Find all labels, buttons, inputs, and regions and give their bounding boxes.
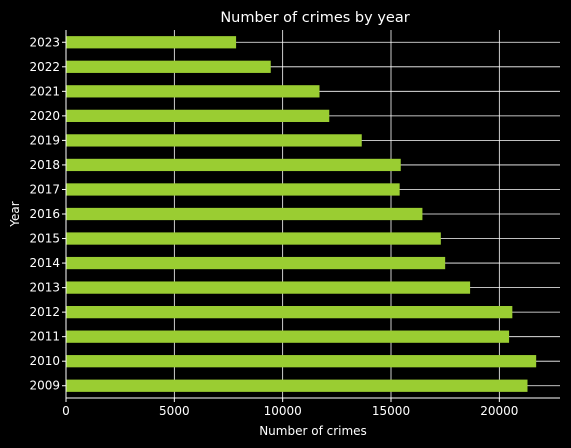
bar-2012	[66, 306, 513, 319]
bar-2016	[66, 207, 423, 221]
bar-2020	[66, 109, 330, 122]
bars	[66, 36, 537, 392]
bar-2009	[66, 379, 528, 392]
bar-2022	[66, 60, 271, 73]
bar-2019	[66, 134, 362, 147]
y-tick-label: 2012	[29, 305, 60, 319]
y-tick-label: 2021	[29, 84, 60, 98]
x-tick-label: 20000	[480, 404, 518, 418]
x-tick-label: 5000	[159, 404, 190, 418]
y-tick-label: 2023	[29, 35, 60, 49]
bar-2010	[66, 355, 537, 368]
y-axis-label: Year	[8, 201, 22, 227]
y-tick-label: 2017	[29, 182, 60, 196]
bar-2013	[66, 281, 471, 294]
y-tick-label: 2020	[29, 109, 60, 123]
bar-2017	[66, 183, 400, 196]
bar-2018	[66, 158, 401, 172]
chart-title: Number of crimes by year	[220, 10, 409, 26]
axes: 0 5000 10000 15000 20000 2009 2010 2011 2012 2013…	[29, 30, 560, 418]
y-tick-label: 2010	[29, 354, 60, 368]
x-axis-label: Number of crimes	[259, 424, 367, 438]
y-tick-label: 2013	[29, 281, 60, 295]
bar-2014	[66, 256, 446, 270]
y-tick-label: 2016	[29, 207, 60, 221]
y-tick-label: 2018	[29, 158, 60, 172]
y-tick-label: 2019	[29, 133, 60, 147]
y-tick-label: 2011	[29, 330, 60, 344]
x-tick-label: 10000	[264, 404, 302, 418]
x-tick-label: 0	[62, 404, 70, 418]
y-tick-label: 2014	[29, 256, 60, 270]
y-tick-label: 2009	[29, 379, 60, 393]
y-tick-label: 2015	[29, 232, 60, 246]
bar-2011	[66, 330, 510, 343]
bar-2023	[66, 36, 237, 49]
y-tick-label: 2022	[29, 60, 60, 74]
bar-2021	[66, 85, 320, 98]
bar-2015	[66, 232, 441, 245]
x-tick-label: 15000	[372, 404, 410, 418]
